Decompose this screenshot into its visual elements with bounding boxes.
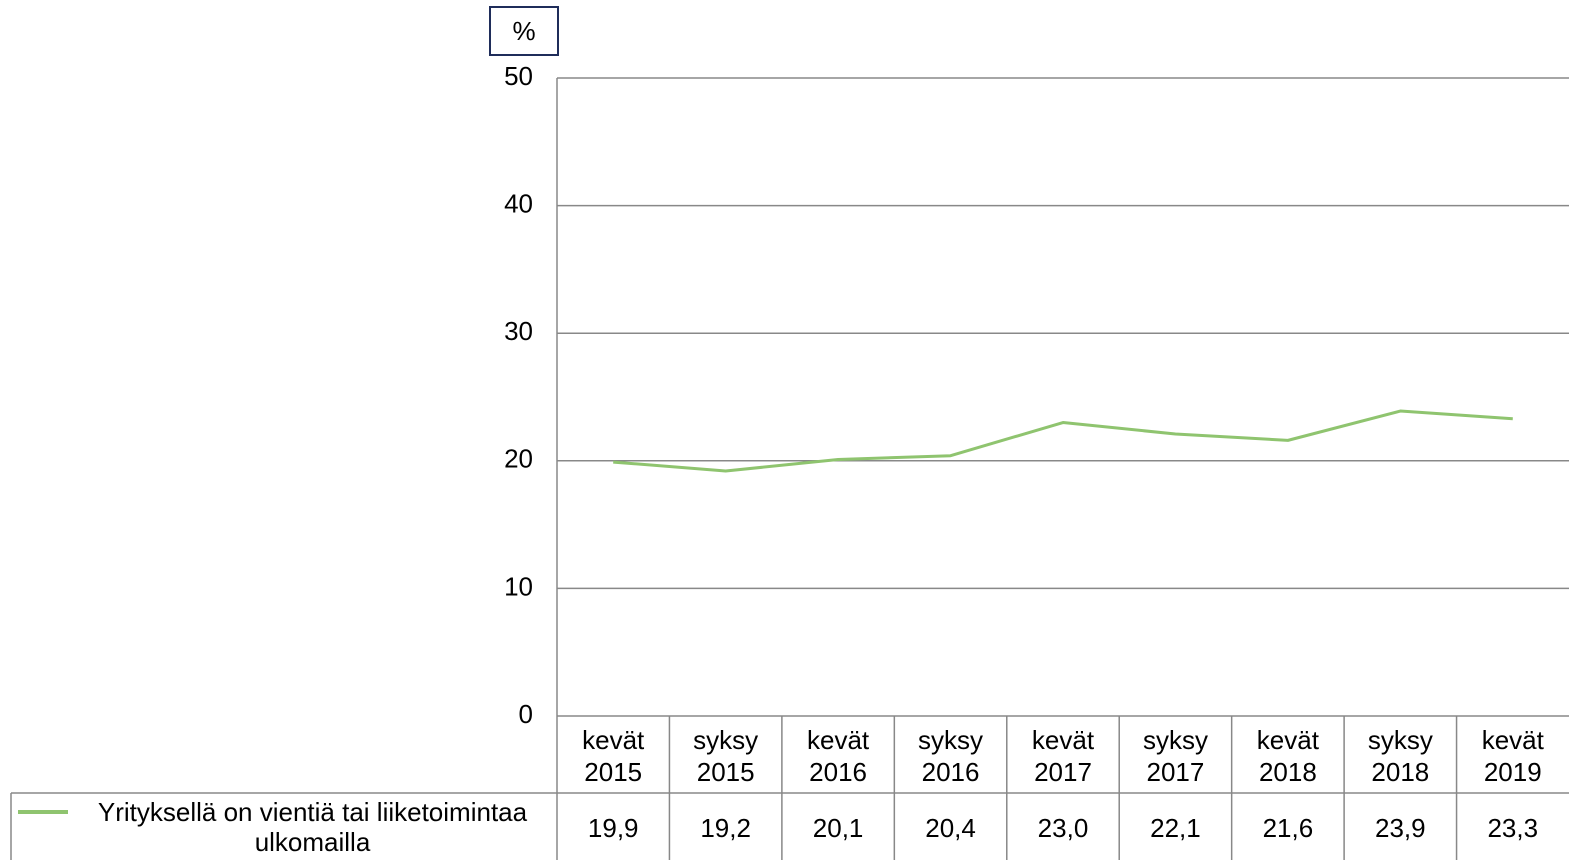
x-tick-label: syksy 2015 xyxy=(693,725,759,787)
unit-box xyxy=(489,6,559,56)
x-tick-label: syksy 2017 xyxy=(1142,725,1208,787)
y-tick-label: 30 xyxy=(504,316,533,346)
x-tick-label: syksy 2018 xyxy=(1367,725,1433,787)
data-label: 20,1 xyxy=(812,813,864,843)
y-tick-label: 50 xyxy=(504,61,533,91)
x-tick-label: kevät 2015 xyxy=(582,725,645,787)
y-axis-label: % xyxy=(512,16,535,46)
data-label: 19,2 xyxy=(700,813,751,843)
data-label: 21,6 xyxy=(1262,813,1314,843)
data-label: 23,3 xyxy=(1487,813,1539,843)
data-label: 22,1 xyxy=(1150,813,1201,843)
y-tick-label: 20 xyxy=(504,444,533,474)
legend-label: Yrityksellä on vientiä tai liiketoiminta… xyxy=(97,797,528,857)
y-tick-label: 0 xyxy=(519,699,533,729)
x-tick-label: kevät 2019 xyxy=(1481,725,1544,787)
y-tick-label: 10 xyxy=(504,571,533,601)
x-tick-label: kevät 2017 xyxy=(1031,725,1095,787)
data-label: 20,4 xyxy=(925,813,976,843)
data-label: 19,9 xyxy=(587,813,639,843)
y-tick-label: 40 xyxy=(504,188,533,218)
line xyxy=(613,409,1513,473)
data-label: 23,0 xyxy=(1037,813,1089,843)
x-tick-label: kevät 2016 xyxy=(807,725,870,787)
x-tick-label: syksy 2016 xyxy=(918,725,984,787)
x-tick-label: kevät 2018 xyxy=(1256,725,1319,787)
data-label: 23,9 xyxy=(1375,813,1426,843)
